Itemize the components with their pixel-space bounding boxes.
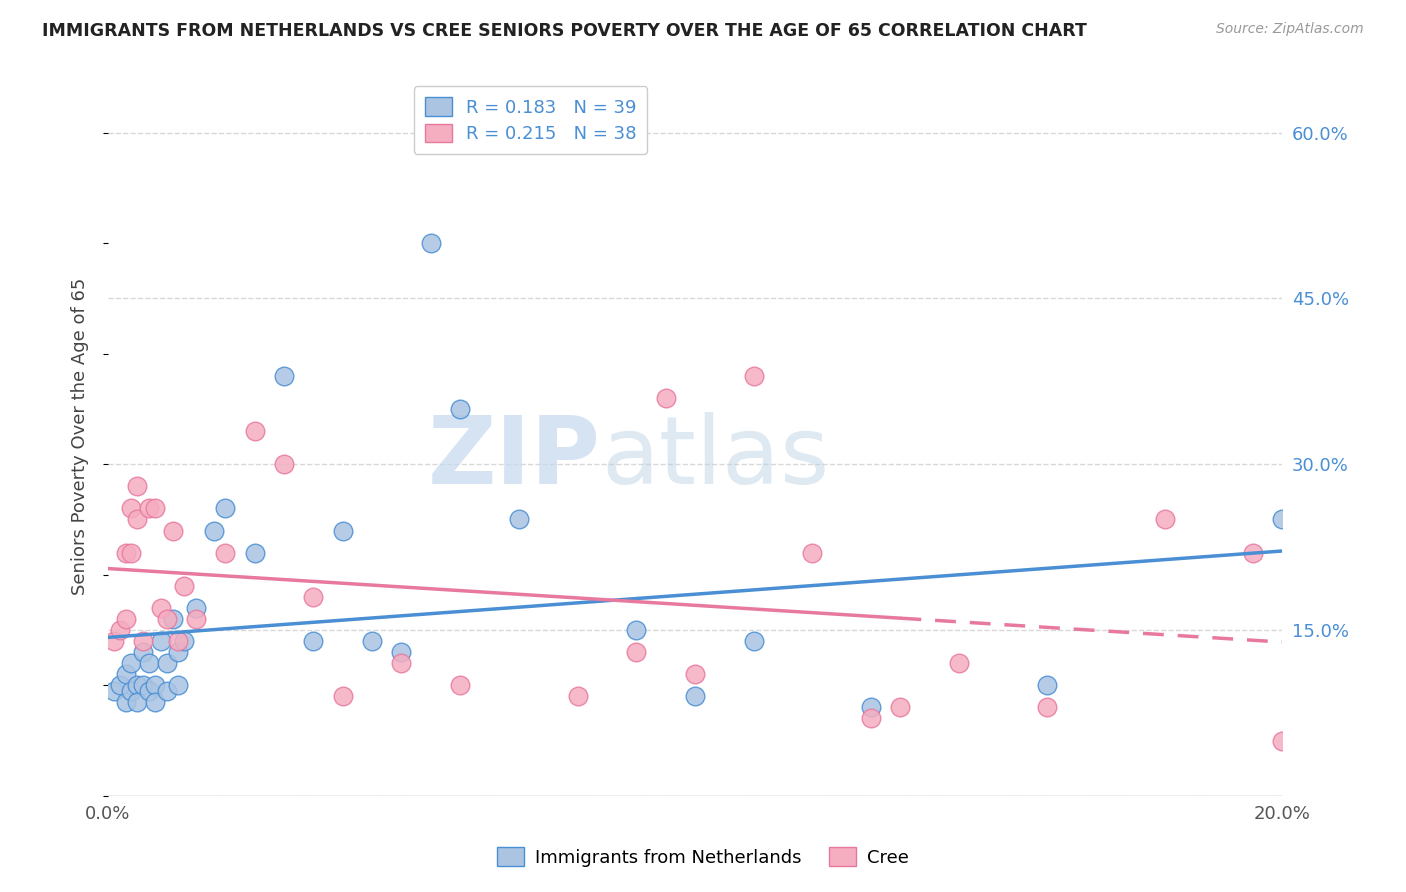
Point	[156, 683, 179, 698]
Point	[114, 695, 136, 709]
Text: atlas: atlas	[600, 412, 830, 504]
Point	[302, 590, 325, 604]
Point	[108, 623, 131, 637]
Text: Source: ZipAtlas.com: Source: ZipAtlas.com	[1216, 22, 1364, 37]
Point	[214, 501, 236, 516]
Point	[243, 424, 266, 438]
Point	[132, 678, 155, 692]
Point	[860, 700, 883, 714]
Point	[184, 600, 207, 615]
Point	[1271, 512, 1294, 526]
Point	[214, 546, 236, 560]
Point	[332, 524, 354, 538]
Text: ZIP: ZIP	[429, 412, 600, 504]
Point	[132, 645, 155, 659]
Point	[1271, 733, 1294, 747]
Point	[149, 600, 172, 615]
Point	[1036, 678, 1059, 692]
Point	[162, 612, 184, 626]
Point	[103, 683, 125, 698]
Point	[114, 667, 136, 681]
Point	[156, 656, 179, 670]
Point	[243, 546, 266, 560]
Point	[567, 690, 589, 704]
Point	[173, 634, 195, 648]
Point	[143, 678, 166, 692]
Point	[143, 695, 166, 709]
Point	[149, 634, 172, 648]
Point	[103, 634, 125, 648]
Point	[156, 612, 179, 626]
Point	[391, 656, 413, 670]
Point	[391, 645, 413, 659]
Point	[127, 512, 149, 526]
Point	[742, 368, 765, 383]
Point	[127, 678, 149, 692]
Text: IMMIGRANTS FROM NETHERLANDS VS CREE SENIORS POVERTY OVER THE AGE OF 65 CORRELATI: IMMIGRANTS FROM NETHERLANDS VS CREE SENI…	[42, 22, 1087, 40]
Point	[121, 683, 143, 698]
Point	[332, 690, 354, 704]
Point	[167, 645, 190, 659]
Point	[742, 634, 765, 648]
Point	[1301, 634, 1323, 648]
Point	[1036, 700, 1059, 714]
Point	[121, 546, 143, 560]
Point	[173, 579, 195, 593]
Point	[184, 612, 207, 626]
Point	[273, 368, 295, 383]
Point	[1241, 546, 1264, 560]
Point	[508, 512, 530, 526]
Point	[302, 634, 325, 648]
Point	[626, 645, 648, 659]
Point	[948, 656, 970, 670]
Point	[114, 546, 136, 560]
Point	[449, 678, 471, 692]
Legend: Immigrants from Netherlands, Cree: Immigrants from Netherlands, Cree	[491, 840, 915, 874]
Point	[1153, 512, 1175, 526]
Point	[167, 678, 190, 692]
Point	[683, 690, 706, 704]
Point	[654, 391, 676, 405]
Point	[138, 656, 160, 670]
Point	[162, 524, 184, 538]
Point	[127, 479, 149, 493]
Legend: R = 0.183   N = 39, R = 0.215   N = 38: R = 0.183 N = 39, R = 0.215 N = 38	[413, 87, 648, 154]
Point	[273, 457, 295, 471]
Point	[801, 546, 824, 560]
Point	[143, 501, 166, 516]
Point	[683, 667, 706, 681]
Point	[449, 401, 471, 416]
Point	[127, 695, 149, 709]
Point	[202, 524, 225, 538]
Point	[138, 501, 160, 516]
Point	[419, 236, 441, 251]
Point	[114, 612, 136, 626]
Point	[108, 678, 131, 692]
Point	[121, 501, 143, 516]
Point	[860, 711, 883, 725]
Point	[138, 683, 160, 698]
Point	[889, 700, 911, 714]
Point	[626, 623, 648, 637]
Y-axis label: Seniors Poverty Over the Age of 65: Seniors Poverty Over the Age of 65	[72, 278, 89, 595]
Point	[361, 634, 384, 648]
Point	[167, 634, 190, 648]
Point	[132, 634, 155, 648]
Point	[121, 656, 143, 670]
